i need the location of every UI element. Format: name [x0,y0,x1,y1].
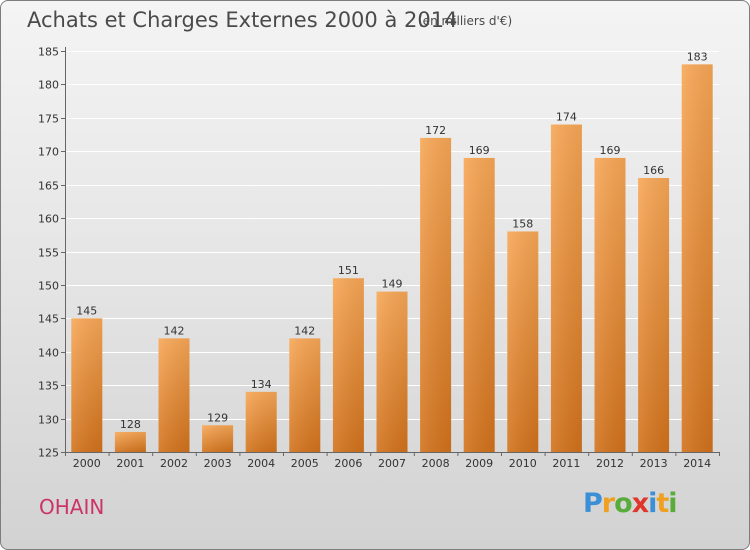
data-label-2013: 166 [643,164,664,177]
data-label-2005: 142 [294,324,315,337]
y-tick-label-140: 140 [38,347,59,360]
data-label-2001: 128 [120,418,141,431]
data-label-2010: 158 [512,217,533,230]
y-tick-label-170: 170 [38,146,59,159]
logo-letter: o [614,488,633,519]
data-label-2006: 151 [338,264,359,277]
data-label-2011: 174 [556,111,577,124]
bar-shade-2005 [289,338,321,452]
bar-shade-2013 [638,177,670,452]
x-tick-label-2001: 2001 [116,457,144,470]
x-tick-label-2013: 2013 [640,457,668,470]
data-label-2003: 129 [207,411,228,424]
bar-shade-2008 [420,137,452,452]
axes [61,47,720,456]
bars [71,64,713,453]
bar-shade-2012 [594,157,626,452]
y-tick-label-165: 165 [38,180,59,193]
x-tick-label-2014: 2014 [683,457,711,470]
x-tick-label-2009: 2009 [465,457,493,470]
data-label-2002: 142 [164,324,185,337]
bar-shade-2006 [332,278,364,452]
y-tick-label-180: 180 [38,79,59,92]
bar-shade-2007 [376,291,408,452]
bar-shade-2011 [550,124,582,453]
y-tick-label-185: 185 [38,46,59,59]
x-tick-label-2011: 2011 [552,457,580,470]
proxiti-logo[interactable]: Proxiti [583,488,678,519]
commune-name: OHAIN [39,495,105,519]
bar-shade-2014 [681,64,713,452]
x-tick-label-2003: 2003 [204,457,232,470]
x-tick-label-2010: 2010 [509,457,537,470]
bar-shade-2004 [245,391,277,452]
x-tick-label-2005: 2005 [291,457,319,470]
bar-shade-2003 [202,425,234,452]
x-tick-label-2007: 2007 [378,457,406,470]
logo-letter: t [656,488,669,519]
bar-shade-2009 [463,157,495,452]
data-labels: 145 128 142 129 134 142 151 149 172 169 158 174 169 1… [76,50,707,431]
y-tick-label-130: 130 [38,414,59,427]
y-tick-label-155: 155 [38,247,59,260]
chart-subtitle: (en milliers d'€) [418,14,513,28]
y-tick-label-150: 150 [38,280,59,293]
logo-letter: P [583,488,603,519]
data-label-2012: 169 [600,144,621,157]
y-tick-label-125: 125 [38,447,59,460]
x-tick-label-2006: 2006 [334,457,362,470]
logo-letter: x [631,488,649,519]
bar-shade-2010 [507,231,539,452]
y-tick-label-160: 160 [38,213,59,226]
tick-labels: 125 130 135 140 145 150 155 160 165 170 175 180 185 2… [38,46,711,471]
chart-title: Achats et Charges Externes 2000 à 2014 [27,8,458,32]
data-label-2014: 183 [687,50,708,63]
x-tick-label-2002: 2002 [160,457,188,470]
x-tick-label-2004: 2004 [247,457,275,470]
x-tick-label-2012: 2012 [596,457,624,470]
data-label-2008: 172 [425,124,446,137]
data-label-2004: 134 [251,378,272,391]
logo-letter: i [668,488,677,519]
bar-shade-2001 [114,431,146,452]
data-label-2000: 145 [76,304,97,317]
bar-shade-2002 [158,338,190,452]
y-tick-label-145: 145 [38,313,59,326]
logo-letter: r [601,488,615,519]
data-label-2007: 149 [382,278,403,291]
bar-shade-2000 [71,318,103,452]
x-tick-label-2000: 2000 [73,457,101,470]
logo-letter: i [648,488,657,519]
y-tick-label-175: 175 [38,113,59,126]
x-tick-label-2008: 2008 [422,457,450,470]
y-tick-label-135: 135 [38,380,59,393]
data-label-2009: 169 [469,144,490,157]
